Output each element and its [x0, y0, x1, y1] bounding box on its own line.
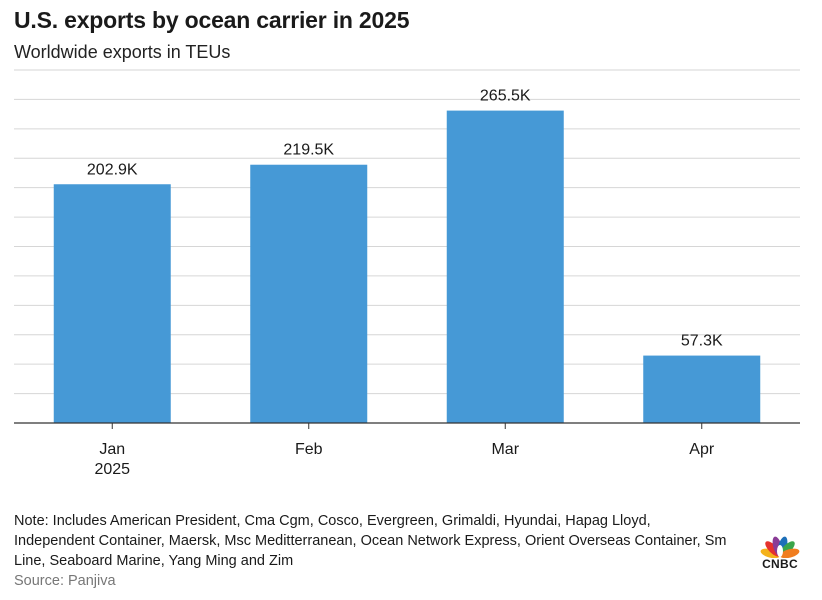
source-credit: Source: Panjiva	[14, 573, 116, 589]
x-tick-label: Jan	[99, 441, 125, 458]
logo-text: CNBC	[762, 557, 798, 571]
data-label: 202.9K	[87, 161, 138, 178]
bar	[446, 110, 564, 423]
chart-subtitle: Worldwide exports in TEUs	[14, 42, 231, 62]
footnote: Note: Includes American President, Cma C…	[14, 513, 727, 569]
data-label: 219.5K	[283, 142, 334, 159]
x-tick-label: Feb	[295, 441, 323, 458]
bar	[53, 184, 171, 423]
x-tick-label: Mar	[491, 441, 519, 458]
chart-title: U.S. exports by ocean carrier in 2025	[14, 7, 410, 33]
x-tick-label: Apr	[689, 441, 715, 458]
bar	[250, 164, 368, 423]
peacock-icon	[760, 536, 800, 559]
data-label: 57.3K	[681, 333, 723, 350]
x-tick-sublabel: 2025	[94, 461, 130, 478]
bar	[643, 355, 761, 423]
data-label: 265.5K	[480, 88, 531, 105]
cnbc-logo: CNBC	[756, 532, 804, 572]
bar-chart: 202.9K Jan 2025 219.5K Feb 265.5K Mar 57.3K Apr	[14, 69, 800, 478]
